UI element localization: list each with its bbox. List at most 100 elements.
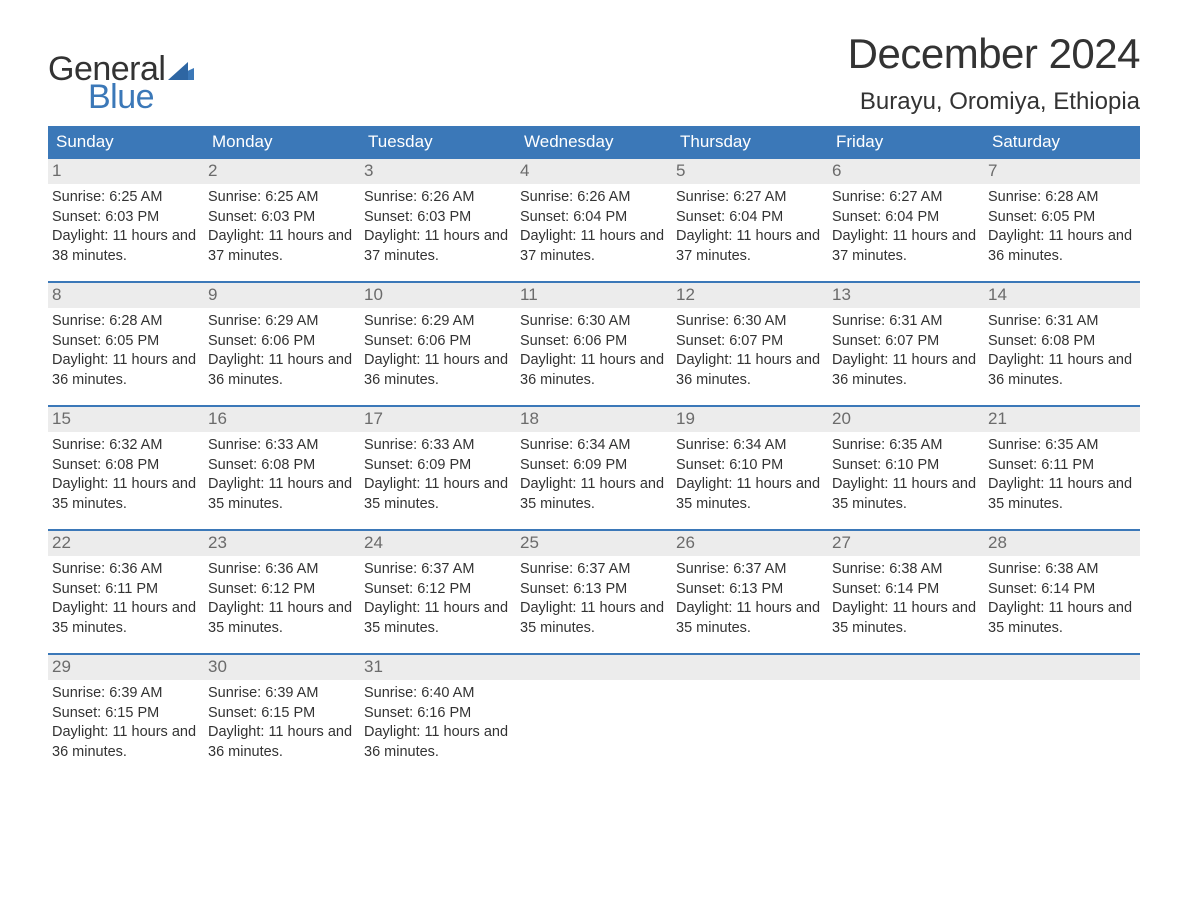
calendar-day: 28Sunrise: 6:38 AMSunset: 6:14 PMDayligh… [984,531,1140,653]
sunrise-line: Sunrise: 6:36 AM [52,560,200,580]
month-title: December 2024 [848,30,1140,78]
day-details: Sunrise: 6:31 AMSunset: 6:07 PMDaylight:… [828,308,984,398]
calendar-day: 20Sunrise: 6:35 AMSunset: 6:10 PMDayligh… [828,407,984,529]
calendar-day: 8Sunrise: 6:28 AMSunset: 6:05 PMDaylight… [48,283,204,405]
daylight-line: Daylight: 11 hours and 35 minutes. [520,599,668,638]
day-details: Sunrise: 6:33 AMSunset: 6:08 PMDaylight:… [204,432,360,522]
weekday-header-row: SundayMondayTuesdayWednesdayThursdayFrid… [48,126,1140,159]
calendar-day: 5Sunrise: 6:27 AMSunset: 6:04 PMDaylight… [672,159,828,281]
sunset-line: Sunset: 6:15 PM [52,704,200,724]
calendar-day: 7Sunrise: 6:28 AMSunset: 6:05 PMDaylight… [984,159,1140,281]
sunset-line: Sunset: 6:07 PM [832,332,980,352]
sunrise-line: Sunrise: 6:31 AM [988,312,1136,332]
day-details: Sunrise: 6:29 AMSunset: 6:06 PMDaylight:… [204,308,360,398]
sunset-line: Sunset: 6:05 PM [52,332,200,352]
daylight-line: Daylight: 11 hours and 36 minutes. [364,351,512,390]
sunrise-line: Sunrise: 6:33 AM [364,436,512,456]
calendar-week: 29Sunrise: 6:39 AMSunset: 6:15 PMDayligh… [48,653,1140,777]
sunset-line: Sunset: 6:08 PM [208,456,356,476]
day-number [828,655,984,680]
sunset-line: Sunset: 6:03 PM [52,208,200,228]
daylight-line: Daylight: 11 hours and 36 minutes. [520,351,668,390]
header: General Blue December 2024 Burayu, Oromi… [48,30,1140,116]
day-details: Sunrise: 6:36 AMSunset: 6:12 PMDaylight:… [204,556,360,646]
sunset-line: Sunset: 6:05 PM [988,208,1136,228]
day-number: 20 [828,407,984,432]
day-number: 17 [360,407,516,432]
calendar-day: 18Sunrise: 6:34 AMSunset: 6:09 PMDayligh… [516,407,672,529]
daylight-line: Daylight: 11 hours and 35 minutes. [832,599,980,638]
daylight-line: Daylight: 11 hours and 36 minutes. [52,723,200,762]
calendar-day: 22Sunrise: 6:36 AMSunset: 6:11 PMDayligh… [48,531,204,653]
calendar-day: 27Sunrise: 6:38 AMSunset: 6:14 PMDayligh… [828,531,984,653]
sunrise-line: Sunrise: 6:30 AM [676,312,824,332]
day-number: 1 [48,159,204,184]
day-details: Sunrise: 6:31 AMSunset: 6:08 PMDaylight:… [984,308,1140,398]
day-details: Sunrise: 6:27 AMSunset: 6:04 PMDaylight:… [672,184,828,274]
calendar-day: 6Sunrise: 6:27 AMSunset: 6:04 PMDaylight… [828,159,984,281]
sunset-line: Sunset: 6:14 PM [832,580,980,600]
day-number: 11 [516,283,672,308]
daylight-line: Daylight: 11 hours and 35 minutes. [520,475,668,514]
calendar: SundayMondayTuesdayWednesdayThursdayFrid… [48,126,1140,777]
calendar-day: 1 Sunrise: 6:25 AMSunset: 6:03 PMDaylight… [48,159,204,281]
sunset-line: Sunset: 6:11 PM [52,580,200,600]
day-details: Sunrise: 6:32 AMSunset: 6:08 PMDaylight:… [48,432,204,522]
day-number: 16 [204,407,360,432]
daylight-line: Daylight: 11 hours and 35 minutes. [52,599,200,638]
weekday-header: Tuesday [360,126,516,159]
daylight-line: Daylight: 11 hours and 35 minutes. [988,599,1136,638]
calendar-day [984,655,1140,777]
daylight-line: Daylight: 11 hours and 38 minutes. [52,227,200,266]
daylight-line: Daylight: 11 hours and 35 minutes. [208,475,356,514]
daylight-line: Daylight: 11 hours and 35 minutes. [364,599,512,638]
day-number: 29 [48,655,204,680]
sunrise-line: Sunrise: 6:36 AM [208,560,356,580]
sunrise-line: Sunrise: 6:34 AM [520,436,668,456]
day-details: Sunrise: 6:30 AMSunset: 6:06 PMDaylight:… [516,308,672,398]
sunrise-line: Sunrise: 6:26 AM [364,188,512,208]
sunrise-line: Sunrise: 6:25 AM [52,188,200,208]
calendar-day: 13Sunrise: 6:31 AMSunset: 6:07 PMDayligh… [828,283,984,405]
sunrise-line: Sunrise: 6:29 AM [208,312,356,332]
calendar-day: 10Sunrise: 6:29 AMSunset: 6:06 PMDayligh… [360,283,516,405]
sunset-line: Sunset: 6:13 PM [520,580,668,600]
sunrise-line: Sunrise: 6:37 AM [676,560,824,580]
day-number: 10 [360,283,516,308]
calendar-day: 17Sunrise: 6:33 AMSunset: 6:09 PMDayligh… [360,407,516,529]
sunrise-line: Sunrise: 6:34 AM [676,436,824,456]
sunrise-line: Sunrise: 6:28 AM [988,188,1136,208]
day-number: 24 [360,531,516,556]
day-number: 7 [984,159,1140,184]
day-details: Sunrise: 6:30 AMSunset: 6:07 PMDaylight:… [672,308,828,398]
calendar-day [672,655,828,777]
daylight-line: Daylight: 11 hours and 35 minutes. [52,475,200,514]
calendar-day: 15Sunrise: 6:32 AMSunset: 6:08 PMDayligh… [48,407,204,529]
day-number: 31 [360,655,516,680]
sunset-line: Sunset: 6:04 PM [520,208,668,228]
sunset-line: Sunset: 6:06 PM [208,332,356,352]
calendar-week: 15Sunrise: 6:32 AMSunset: 6:08 PMDayligh… [48,405,1140,529]
daylight-line: Daylight: 11 hours and 37 minutes. [208,227,356,266]
day-number: 15 [48,407,204,432]
title-block: December 2024 Burayu, Oromiya, Ethiopia [848,30,1140,116]
sunrise-line: Sunrise: 6:37 AM [520,560,668,580]
sunset-line: Sunset: 6:12 PM [208,580,356,600]
daylight-line: Daylight: 11 hours and 37 minutes. [520,227,668,266]
day-number: 2 [204,159,360,184]
day-number: 19 [672,407,828,432]
sunset-line: Sunset: 6:10 PM [676,456,824,476]
calendar-day: 30Sunrise: 6:39 AMSunset: 6:15 PMDayligh… [204,655,360,777]
daylight-line: Daylight: 11 hours and 35 minutes. [208,599,356,638]
calendar-day [516,655,672,777]
day-details: Sunrise: 6:28 AMSunset: 6:05 PMDaylight:… [48,308,204,398]
day-details: Sunrise: 6:28 AMSunset: 6:05 PMDaylight:… [984,184,1140,274]
sunrise-line: Sunrise: 6:25 AM [208,188,356,208]
day-number: 8 [48,283,204,308]
day-details: Sunrise: 6:37 AMSunset: 6:12 PMDaylight:… [360,556,516,646]
day-number: 6 [828,159,984,184]
daylight-line: Daylight: 11 hours and 36 minutes. [988,351,1136,390]
daylight-line: Daylight: 11 hours and 37 minutes. [676,227,824,266]
day-number: 5 [672,159,828,184]
calendar-day: 3Sunrise: 6:26 AMSunset: 6:03 PMDaylight… [360,159,516,281]
